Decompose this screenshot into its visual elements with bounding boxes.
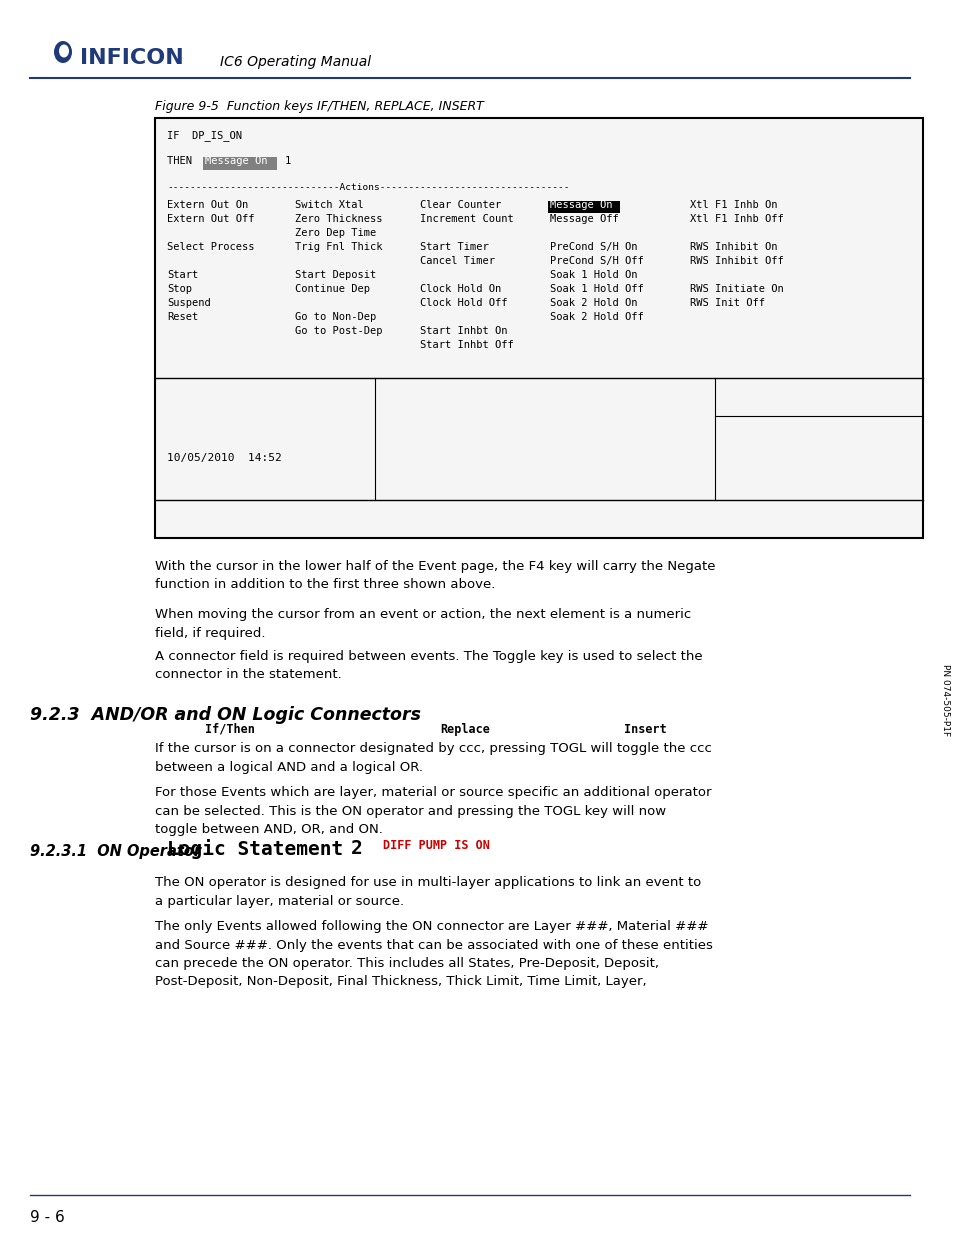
Text: Soak 1 Hold On: Soak 1 Hold On xyxy=(550,270,637,280)
Text: 1: 1 xyxy=(285,156,291,165)
Text: THEN: THEN xyxy=(167,156,198,165)
Text: IC6 Operating Manual: IC6 Operating Manual xyxy=(220,56,371,69)
Text: Clock Hold Off: Clock Hold Off xyxy=(419,298,507,308)
Bar xyxy=(547,201,619,212)
Text: A connector field is required between events. The Toggle key is used to select t: A connector field is required between ev… xyxy=(154,650,702,682)
Text: Suspend: Suspend xyxy=(167,298,211,308)
Text: Soak 2 Hold On: Soak 2 Hold On xyxy=(550,298,637,308)
Text: Logic Statement: Logic Statement xyxy=(167,839,343,860)
Text: Start Inhbt On: Start Inhbt On xyxy=(419,326,507,336)
Text: RWS Inhibit Off: RWS Inhibit Off xyxy=(689,256,783,266)
Text: Insert: Insert xyxy=(623,722,666,736)
Text: 9 - 6: 9 - 6 xyxy=(30,1210,65,1225)
Text: IF  DP_IS_ON: IF DP_IS_ON xyxy=(167,130,242,141)
Text: For those Events which are layer, material or source specific an additional oper: For those Events which are layer, materi… xyxy=(154,785,711,836)
Text: Zero Dep Time: Zero Dep Time xyxy=(294,228,375,238)
Text: DIFF PUMP IS ON: DIFF PUMP IS ON xyxy=(382,839,489,852)
Text: PreCond S/H On: PreCond S/H On xyxy=(550,242,637,252)
Text: Continue Dep: Continue Dep xyxy=(294,284,370,294)
Text: Clear Counter: Clear Counter xyxy=(419,200,500,210)
Ellipse shape xyxy=(54,41,71,63)
Text: RWS Inhibit On: RWS Inhibit On xyxy=(689,242,777,252)
Text: Start: Start xyxy=(167,270,198,280)
Text: Clock Hold On: Clock Hold On xyxy=(419,284,500,294)
Text: INFICON: INFICON xyxy=(80,48,184,68)
Ellipse shape xyxy=(59,44,69,58)
Text: Message Off: Message Off xyxy=(550,214,618,224)
Text: ------------------------------Actions---------------------------------: ------------------------------Actions---… xyxy=(167,183,569,191)
Text: If the cursor is on a connector designated by ccc, pressing TOGL will toggle the: If the cursor is on a connector designat… xyxy=(154,742,711,773)
Text: Increment Count: Increment Count xyxy=(419,214,514,224)
Text: Select Process: Select Process xyxy=(167,242,254,252)
Bar xyxy=(154,119,923,538)
Text: PN 074-505-P1F: PN 074-505-P1F xyxy=(941,664,949,736)
Text: Stop: Stop xyxy=(167,284,192,294)
Text: Replace: Replace xyxy=(439,722,490,736)
Text: Go to Non-Dep: Go to Non-Dep xyxy=(294,312,375,322)
Text: Cancel Timer: Cancel Timer xyxy=(419,256,495,266)
Text: Start Inhbt Off: Start Inhbt Off xyxy=(419,340,514,350)
Text: The only Events allowed following the ON connector are Layer ###, Material ###
a: The only Events allowed following the ON… xyxy=(154,920,712,988)
Text: Figure 9-5  Function keys IF/THEN, REPLACE, INSERT: Figure 9-5 Function keys IF/THEN, REPLAC… xyxy=(154,100,483,112)
Text: Extern Out Off: Extern Out Off xyxy=(167,214,254,224)
Text: Switch Xtal: Switch Xtal xyxy=(294,200,363,210)
Text: PreCond S/H Off: PreCond S/H Off xyxy=(550,256,643,266)
Text: 10/05/2010  14:52: 10/05/2010 14:52 xyxy=(167,453,281,463)
Text: Soak 2 Hold Off: Soak 2 Hold Off xyxy=(550,312,643,322)
Text: 9.2.3  AND/OR and ON Logic Connectors: 9.2.3 AND/OR and ON Logic Connectors xyxy=(30,706,420,724)
Text: Zero Thickness: Zero Thickness xyxy=(294,214,382,224)
Text: Go to Post-Dep: Go to Post-Dep xyxy=(294,326,382,336)
Text: Xtl F1 Inhb On: Xtl F1 Inhb On xyxy=(689,200,777,210)
Text: When moving the cursor from an event or action, the next element is a numeric
fi: When moving the cursor from an event or … xyxy=(154,608,691,640)
Text: Message On: Message On xyxy=(205,156,267,165)
Text: RWS Initiate On: RWS Initiate On xyxy=(689,284,783,294)
Text: The ON operator is designed for use in multi-layer applications to link an event: The ON operator is designed for use in m… xyxy=(154,876,700,908)
Text: Xtl F1 Inhb Off: Xtl F1 Inhb Off xyxy=(689,214,783,224)
Text: With the cursor in the lower half of the Event page, the F4 key will carry the N: With the cursor in the lower half of the… xyxy=(154,559,715,592)
Text: Reset: Reset xyxy=(167,312,198,322)
Text: Start Deposit: Start Deposit xyxy=(294,270,375,280)
Text: RWS Init Off: RWS Init Off xyxy=(689,298,764,308)
Text: Extern Out On: Extern Out On xyxy=(167,200,248,210)
Text: If/Then: If/Then xyxy=(205,722,254,736)
Bar xyxy=(203,157,276,170)
Text: 9.2.3.1  ON Operator: 9.2.3.1 ON Operator xyxy=(30,844,201,860)
Text: 2: 2 xyxy=(351,839,362,858)
Text: Message On: Message On xyxy=(550,200,612,210)
Text: Trig Fnl Thick: Trig Fnl Thick xyxy=(294,242,382,252)
Text: Soak 1 Hold Off: Soak 1 Hold Off xyxy=(550,284,643,294)
Text: Start Timer: Start Timer xyxy=(419,242,488,252)
